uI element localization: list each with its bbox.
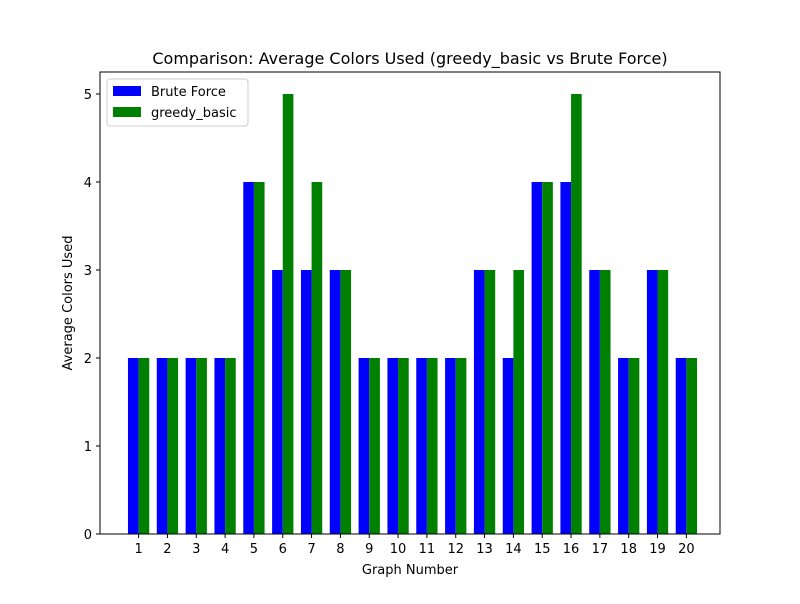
x-tick-label: 8 xyxy=(336,542,344,557)
x-tick-label: 13 xyxy=(476,542,493,557)
bar-greedy-basic-11 xyxy=(426,358,438,534)
legend-label-brute-force: Brute Force xyxy=(151,85,226,100)
bar-brute-force-18 xyxy=(618,358,629,534)
bar-greedy-basic-3 xyxy=(196,358,207,534)
bar-greedy-basic-14 xyxy=(513,270,525,534)
x-tick-label: 18 xyxy=(620,542,637,557)
x-tick-label: 14 xyxy=(505,542,522,557)
bar-greedy-basic-19 xyxy=(657,270,669,534)
bar-greedy-basic-13 xyxy=(484,270,496,534)
bar-brute-force-3 xyxy=(185,358,197,534)
y-tick-label: 1 xyxy=(84,440,92,455)
x-tick-label: 19 xyxy=(649,542,666,557)
bar-brute-force-16 xyxy=(560,182,572,534)
bar-greedy-basic-10 xyxy=(398,358,409,534)
x-axis-label: Graph Number xyxy=(362,563,459,578)
bar-brute-force-17 xyxy=(589,270,600,534)
bar-brute-force-19 xyxy=(646,270,658,534)
bar-brute-force-12 xyxy=(445,358,456,534)
y-axis-label: Average Colors Used xyxy=(61,236,76,371)
bar-brute-force-5 xyxy=(243,182,254,534)
x-tick-label: 10 xyxy=(390,542,407,557)
bar-greedy-basic-1 xyxy=(138,358,150,534)
bar-greedy-basic-15 xyxy=(542,182,553,534)
x-tick-label: 11 xyxy=(419,542,436,557)
x-tick-label: 17 xyxy=(592,542,609,557)
bars-layer xyxy=(127,94,698,534)
bar-greedy-basic-20 xyxy=(686,358,698,534)
legend-box xyxy=(106,78,249,127)
x-tick-label: 5 xyxy=(250,542,258,557)
bar-greedy-basic-4 xyxy=(225,358,236,534)
bar-greedy-basic-17 xyxy=(599,270,611,534)
x-tick-label: 3 xyxy=(192,542,200,557)
x-axis-ticks: 1 2 3 4 5 6 7 8 9 10 11 12 13 14 15 16 17 18 19 20 xyxy=(134,534,695,557)
bar-greedy-basic-2 xyxy=(167,358,179,534)
x-tick-label: 1 xyxy=(134,542,142,557)
plot-area-frame xyxy=(99,71,721,535)
bar-greedy-basic-5 xyxy=(253,182,265,534)
bar-greedy-basic-9 xyxy=(369,358,380,534)
bar-brute-force-4 xyxy=(214,358,226,534)
bar-brute-force-9 xyxy=(358,358,370,534)
bar-brute-force-13 xyxy=(473,270,485,534)
legend-swatch-greedy-basic xyxy=(113,107,141,117)
x-tick-label: 20 xyxy=(678,542,695,557)
bar-brute-force-7 xyxy=(300,270,312,534)
legend-label-greedy-basic: greedy_basic xyxy=(151,106,237,121)
bar-brute-force-20 xyxy=(675,358,687,534)
bar-brute-force-6 xyxy=(272,270,283,534)
x-tick-label: 6 xyxy=(279,542,287,557)
bar-brute-force-2 xyxy=(156,358,168,534)
x-tick-label: 7 xyxy=(307,542,315,557)
bar-brute-force-8 xyxy=(329,270,341,534)
bar-greedy-basic-12 xyxy=(455,358,467,534)
x-tick-label: 4 xyxy=(221,542,229,557)
legend-swatch-brute-force xyxy=(113,86,141,96)
bar-brute-force-10 xyxy=(387,358,399,534)
bar-greedy-basic-8 xyxy=(340,270,352,534)
bar-brute-force-1 xyxy=(127,358,139,534)
chart-title: Comparison: Average Colors Used (greedy_… xyxy=(152,49,667,69)
y-tick-label: 0 xyxy=(84,528,92,543)
bar-brute-force-15 xyxy=(531,182,543,534)
y-tick-label: 5 xyxy=(84,88,92,103)
bar-brute-force-14 xyxy=(502,358,514,534)
x-tick-label: 15 xyxy=(534,542,551,557)
legend: Brute Force greedy_basic xyxy=(106,78,249,127)
bar-greedy-basic-7 xyxy=(311,182,323,534)
y-tick-label: 3 xyxy=(84,264,92,279)
x-tick-label: 9 xyxy=(365,542,373,557)
y-axis-ticks: 0 1 2 3 4 5 xyxy=(84,88,100,543)
x-tick-label: 12 xyxy=(447,542,464,557)
bar-greedy-basic-18 xyxy=(628,358,640,534)
bar-brute-force-11 xyxy=(416,358,427,534)
y-tick-label: 2 xyxy=(84,352,92,367)
y-tick-label: 4 xyxy=(84,176,92,191)
x-tick-label: 16 xyxy=(563,542,580,557)
x-tick-label: 2 xyxy=(163,542,171,557)
bar-greedy-basic-16 xyxy=(571,94,582,534)
bar-greedy-basic-6 xyxy=(282,94,294,534)
